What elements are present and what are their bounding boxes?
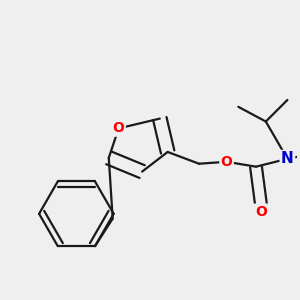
- Text: O: O: [255, 205, 267, 219]
- Text: N: N: [281, 151, 294, 166]
- Text: O: O: [113, 122, 124, 135]
- Text: O: O: [220, 155, 232, 169]
